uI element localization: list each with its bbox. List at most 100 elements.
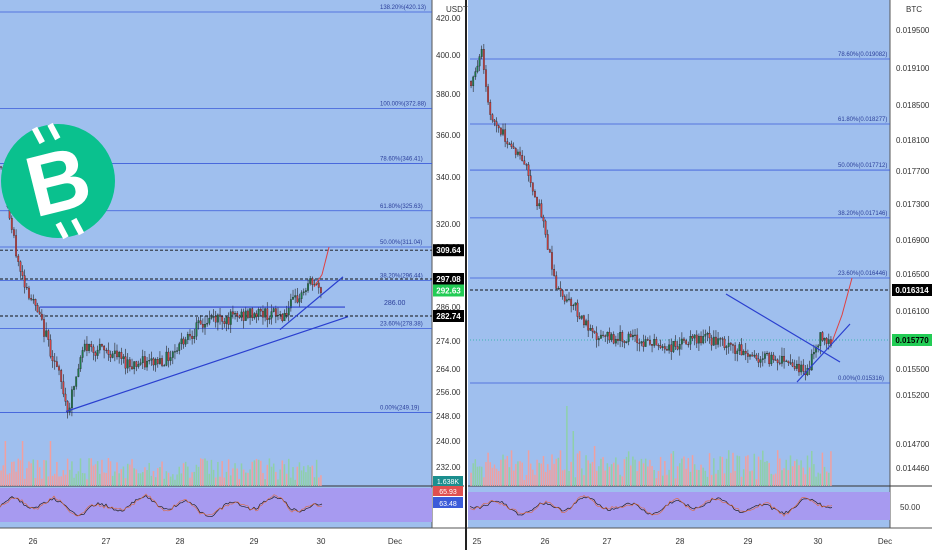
left-candle-volume-bar [0,470,2,486]
right-candle-volume-bar [621,476,623,486]
right-fib-level-label: 78.60%(0.019082) [838,52,887,58]
right-candle-volume-bar [781,470,783,486]
right-candle-body [591,328,594,332]
right-candle-volume-bar [666,474,668,486]
left-candle-volume-bar [275,471,277,486]
left-candle-body [133,361,136,370]
right-time-tick-label: 26 [541,537,550,546]
right-candle-body [698,335,700,344]
right-candle-volume-bar [759,459,762,486]
left-candle-volume-bar [120,469,123,486]
right-candle-volume-bar [644,458,647,486]
left-candle-body [73,386,75,390]
left-candle-volume-bar [77,471,80,486]
left-candle-volume-bar [56,461,58,486]
left-candle-body [165,351,168,366]
right-candle-volume-bar [623,459,626,486]
left-candle-body [23,275,26,288]
right-candle-body [514,148,517,155]
right-candle-volume-bar [708,453,711,486]
right-candle-volume-bar [655,478,658,486]
left-candle-volume-bar [167,472,170,486]
right-candle-body [521,155,524,161]
right-fib-level-label: 0.00%(0.015316) [838,376,884,382]
left-fib-level-label: 78.60%(346.41) [380,157,423,163]
right-candle-volume-bar [821,452,824,486]
right-candle-body [508,143,511,145]
right-candle-volume-bar [532,469,534,486]
right-candle-volume-bar [610,464,613,486]
left-candle-volume-bar [202,459,204,486]
left-candle-volume-bar [281,460,284,486]
right-candle-body [470,81,472,87]
right-candle-body [617,338,619,341]
left-candle-volume-bar [2,465,4,486]
left-candle-body [75,376,78,387]
left-candle-body [94,352,97,356]
left-price-tick-label: 340.00 [436,173,461,182]
left-rising-trendline [279,276,344,331]
left-candle-body [64,393,67,402]
right-price-tick-label: 0.014460 [896,464,930,473]
left-candle-volume-bar [294,479,296,486]
left-candle-volume-bar [296,466,299,486]
left-candle-body [139,362,142,365]
left-candle-volume-bar [73,477,75,486]
right-candle-volume-bar [600,458,602,486]
right-candle-volume-bar [811,450,813,486]
left-candle-body [264,308,267,318]
left-candle-volume-bar [142,472,144,486]
left-candle-body [277,314,279,317]
left-candle-body [227,316,230,325]
right-candle-body [555,275,558,289]
right-candle-body [738,344,741,352]
right-candle-body [474,71,477,78]
right-candle-body [527,164,530,176]
left-candle-body [298,298,301,303]
right-oscillator-tick-label: 50.00 [900,503,921,512]
left-candle-body [36,305,39,313]
left-candle-volume-bar [30,463,32,486]
left-candle-volume-bar [13,461,15,486]
right-candle-volume-bar [747,455,749,486]
right-candle-body [606,331,609,337]
left-candle-body [302,291,305,293]
right-candle-volume-bar [538,462,540,486]
right-price-tick-label: 0.016900 [896,236,930,245]
left-candle-body [244,310,247,321]
left-candle-body [169,357,172,361]
right-candle-volume-bar [798,465,800,486]
right-candle-body [548,249,551,253]
right-candle-body [702,336,705,344]
left-candle-volume-bar [272,463,275,486]
right-candle-body [827,339,830,344]
right-candle-volume-bar [604,470,606,486]
left-price-tick-label: 360.00 [436,131,461,140]
left-candle-volume-bar [152,470,155,486]
right-candle-volume-bar [606,463,609,486]
right-candle-volume-bar [693,464,696,486]
right-candle-body [736,350,739,354]
left-candle-volume-bar [184,461,187,486]
left-candle-volume-bar [313,477,316,486]
right-candle-body [542,216,545,222]
right-candle-volume-bar [627,451,630,486]
right-price-tick-label: 0.015200 [896,391,930,400]
left-candle-body [150,358,153,361]
left-candle-body [86,343,88,351]
left-oscillator-badge-label: 65.93 [439,489,457,496]
left-candle-volume-bar [247,472,249,486]
left-candle-volume-bar [283,464,286,486]
left-candle-body [113,350,116,354]
left-candle-body [285,313,288,316]
left-candle-body [55,361,58,367]
right-candle-body [576,302,579,317]
right-candle-body [727,342,730,347]
left-candle-body [107,349,110,355]
left-oscillator-k-line [0,495,323,517]
left-candle-volume-bar [8,473,11,486]
left-volume-badge [433,476,463,486]
left-candle-volume-bar [6,474,9,486]
left-candle-volume-bar [251,461,253,486]
